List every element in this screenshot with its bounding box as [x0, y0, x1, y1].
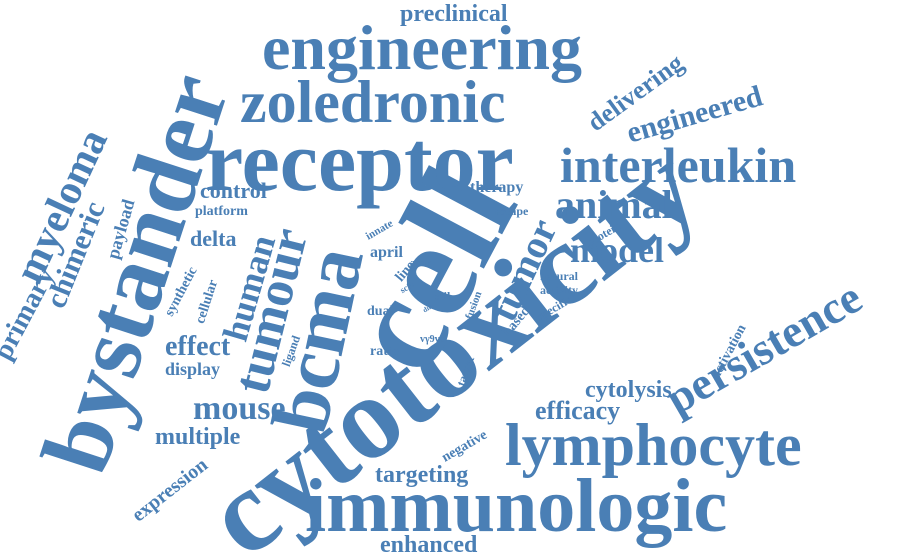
word-acar: acar	[410, 257, 431, 269]
word-ratio: ratio	[370, 344, 399, 359]
word-cellular: cellular	[192, 278, 222, 326]
word-delta: delta	[190, 226, 237, 251]
word-display: display	[165, 359, 221, 379]
word-model: model	[570, 230, 664, 270]
word-immunologic: immunologic	[305, 464, 728, 548]
word-control: control	[200, 178, 267, 203]
word-animal: animal	[555, 182, 673, 227]
word-escape: escape	[495, 204, 529, 218]
word-mouse: mouse	[193, 390, 286, 427]
word-efficacy: efficacy	[535, 396, 621, 425]
word-interleukin: interleukin	[560, 137, 797, 193]
word-cytolysis: cytolysis	[585, 377, 672, 403]
word-multiple: multiple	[155, 424, 241, 450]
word-platform: platform	[195, 204, 248, 219]
word-april: april	[370, 244, 403, 261]
word-stil: stil	[435, 289, 451, 303]
word-enhanced: enhanced	[380, 532, 478, 558]
word-zoledronic: zoledronic	[240, 69, 506, 135]
word-receptor: receptor	[205, 113, 514, 209]
word-engineering: engineering	[262, 12, 582, 83]
word-effect: effect	[165, 331, 231, 362]
word-activity: activity	[540, 283, 578, 297]
word-gamma-delta: vγ9vδ	[420, 334, 445, 345]
word-targeting: targeting	[375, 462, 469, 488]
word-persistence: persistence	[656, 271, 871, 424]
word-lymphocyte: lymphocyte	[505, 412, 802, 478]
word-preclinical: preclinical	[400, 1, 508, 27]
word-dual: dual	[367, 304, 394, 319]
word-therapy: therapy	[470, 179, 524, 196]
word-natural: natural	[540, 269, 579, 283]
word-primary: primary	[0, 262, 62, 365]
